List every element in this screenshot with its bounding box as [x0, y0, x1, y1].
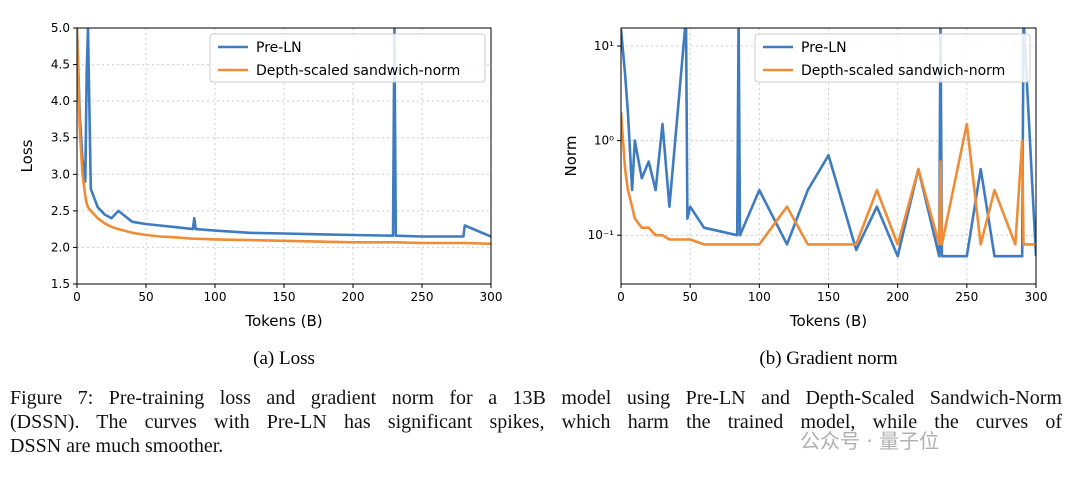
legend-box: [209, 33, 486, 83]
y-tick-label: 4.0: [51, 94, 70, 108]
y-tick-label: 10¹: [594, 39, 614, 53]
y-tick-label: 3.5: [51, 131, 70, 145]
caption-line: (DSSN). The curves with Pre-LN has signi…: [10, 411, 1062, 433]
x-axis-label: Tokens (B): [789, 312, 867, 330]
y-tick-label: 10⁻¹: [588, 228, 615, 242]
x-tick-label: 250: [955, 290, 978, 304]
legend-box: [754, 33, 1031, 83]
x-tick-label: 150: [273, 290, 296, 304]
legend-label: Depth-scaled sandwich-norm: [801, 63, 1005, 79]
x-tick-label: 0: [617, 290, 625, 304]
line-series: [77, 28, 491, 238]
legend-label: Pre-LN: [256, 40, 302, 56]
x-tick-label: 250: [411, 290, 434, 304]
x-tick-label: 200: [342, 290, 365, 304]
line-series: [77, 28, 491, 246]
y-tick-label: 10⁰: [594, 134, 614, 148]
y-axis-label: Loss: [18, 139, 36, 172]
legend-label: Pre-LN: [801, 40, 847, 56]
x-tick-label: 100: [204, 290, 227, 304]
subplot-caption: (b) Gradient norm: [759, 348, 897, 369]
y-tick-label: 1.5: [51, 277, 70, 291]
caption-line: DSSN are much smoother.: [10, 435, 224, 457]
x-tick-label: 150: [817, 290, 840, 304]
y-tick-label: 5.0: [51, 21, 70, 35]
subplot-caption: (a) Loss: [253, 348, 315, 369]
x-tick-label: 300: [1025, 290, 1048, 304]
line-series: [621, 28, 1036, 258]
plot-frame: [620, 27, 1037, 285]
caption-line: Figure 7: Pre-training loss and gradient…: [10, 387, 1062, 409]
legend-label: Depth-scaled sandwich-norm: [256, 63, 460, 79]
figure-caption: Figure 7: Pre-training loss and gradient…: [10, 386, 1062, 458]
y-tick-label: 4.5: [51, 58, 70, 72]
x-tick-label: 200: [886, 290, 909, 304]
x-tick-label: 100: [748, 290, 771, 304]
x-tick-label: 50: [138, 290, 153, 304]
plot-frame: [76, 27, 492, 285]
y-tick-label: 3.0: [51, 167, 70, 181]
x-tick-label: 50: [683, 290, 698, 304]
watermark: 公众号 · 量子位: [800, 429, 940, 453]
x-tick-label: 0: [73, 290, 81, 304]
y-axis-label: Norm: [562, 136, 580, 177]
y-tick-label: 2.0: [51, 240, 70, 254]
x-axis-label: Tokens (B): [244, 312, 322, 330]
y-tick-label: 2.5: [51, 204, 70, 218]
x-tick-label: 300: [480, 290, 503, 304]
line-series: [621, 112, 1036, 246]
figure: 0 50 100 150 200 250 300 1.5 2.0 2.5 3.0 3.5 4.0 4.5 5…: [18, 21, 1048, 369]
